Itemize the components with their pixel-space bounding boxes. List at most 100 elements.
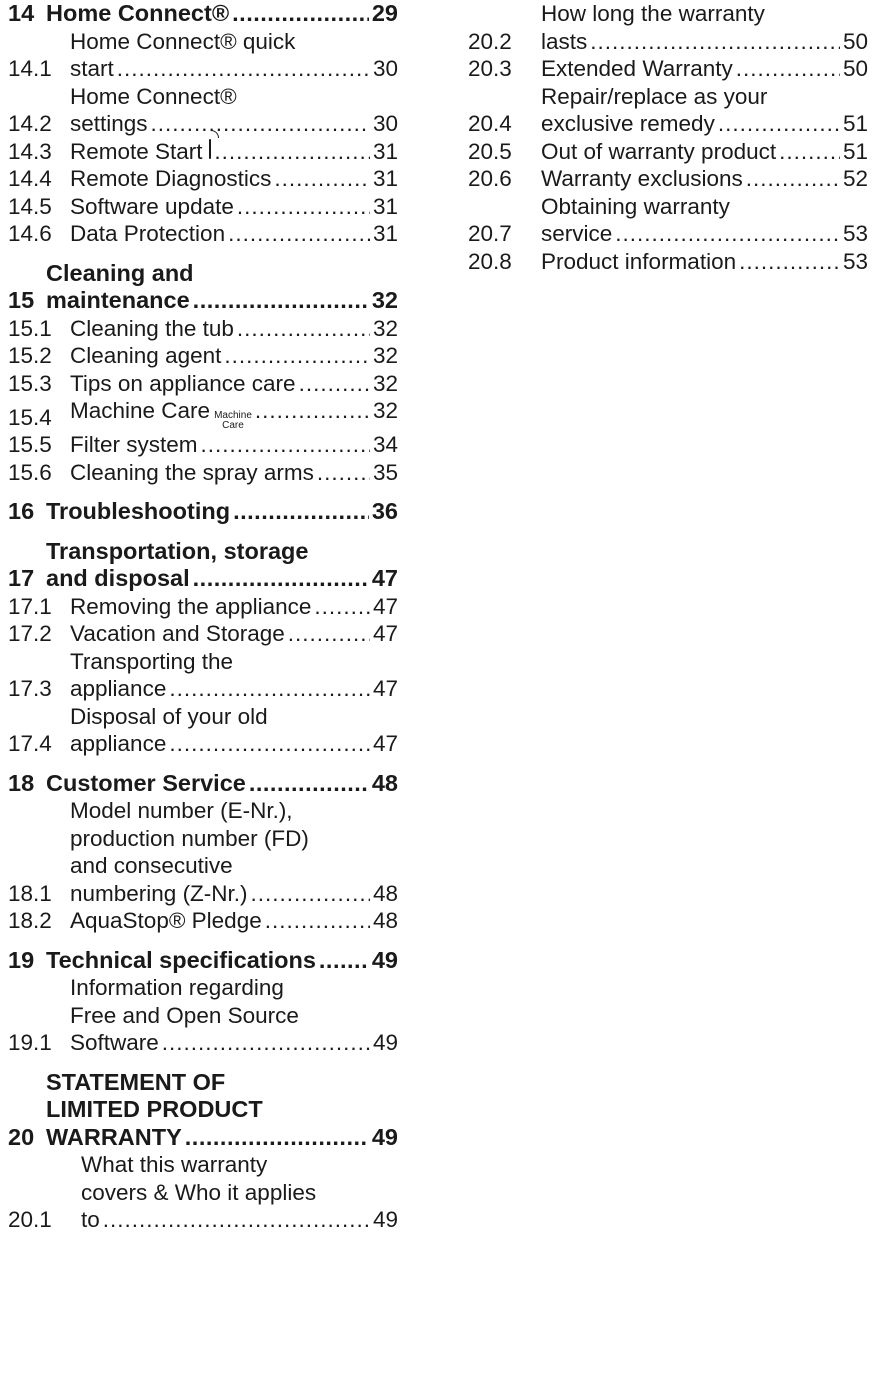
toc-entry-title: settings <box>70 111 148 136</box>
toc-entry-line: Out of warranty product 51 <box>541 138 868 166</box>
toc-subsection-entry[interactable]: 14.6 Data Protection 31 <box>8 220 398 248</box>
toc-subsection-entry[interactable]: 14.2 Home Connect®settings 30 <box>8 83 398 138</box>
toc-entry-title: production number (FD) <box>70 825 309 851</box>
toc-page-number: 49 <box>372 1030 398 1055</box>
toc-page-number: 31 <box>372 138 398 164</box>
toc-entry-title: and disposal <box>46 565 190 591</box>
remote-start-icon <box>208 129 219 159</box>
toc-entry-title: numbering (Z-Nr.) <box>70 880 248 906</box>
toc-subsection-entry[interactable]: 20.5 Out of warranty product 51 <box>468 138 868 166</box>
toc-entry-line: appliance 47 <box>70 730 398 758</box>
toc-subsection-entry[interactable]: 15.5 Filter system 34 <box>8 431 398 459</box>
toc-number: 14.4 <box>8 166 52 191</box>
toc-entry-line: Disposal of your old <box>70 703 398 731</box>
toc-entry-title: Cleaning and <box>46 259 194 286</box>
toc-entry-body: Model number (E-Nr.), production number (… <box>70 797 398 907</box>
dot-leader <box>169 675 370 703</box>
toc-entry-title: Information regarding <box>70 975 284 1000</box>
toc-entry-line: What this warranty <box>81 1151 398 1179</box>
toc-subsection-entry[interactable]: 15.1 Cleaning the tub 32 <box>8 315 398 343</box>
toc-entry-title: Transportation, storage <box>46 537 309 564</box>
toc-entry-body: Software update 31 <box>70 193 398 221</box>
toc-section-entry[interactable]: 19 Technical specifications 49 <box>8 947 398 975</box>
toc-number: 19 <box>8 946 35 973</box>
toc-subsection-entry[interactable]: 20.4 Repair/replace as your exclusive reme… <box>468 83 868 138</box>
dot-leader <box>314 593 370 621</box>
toc-subsection-entry[interactable]: 20.8 Product information 53 <box>468 248 868 276</box>
toc-subsection-entry[interactable]: 15.3 Tips on appliance care 32 <box>8 370 398 398</box>
toc-section-entry[interactable]: 14 Home Connect® 29 <box>8 0 398 28</box>
toc-entry-title: How long the warranty <box>541 1 765 26</box>
dot-leader <box>274 165 370 193</box>
toc-entry-title: Warranty exclusions <box>541 166 743 191</box>
dot-leader <box>779 138 840 166</box>
toc-subsection-entry[interactable]: 20.6 Warranty exclusions 52 <box>468 165 868 193</box>
toc-entry-body: Product information 53 <box>541 248 868 276</box>
toc-number: 20.6 <box>468 166 512 191</box>
toc-page-number: 35 <box>372 459 398 485</box>
toc-page-number: 36 <box>371 498 398 524</box>
toc-subsection-entry[interactable]: 14.5 Software update 31 <box>8 193 398 221</box>
toc-entry-line: Technical specifications 49 <box>46 947 398 975</box>
toc-number: 20.2 <box>468 28 512 54</box>
toc-entry-title: WARRANTY <box>46 1123 182 1150</box>
toc-entry-line: Warranty exclusions 52 <box>541 165 868 193</box>
toc-entry-title: Cleaning the tub <box>70 315 234 341</box>
toc-entry-line: Transportation, storage <box>46 538 398 566</box>
toc-section-entry[interactable]: 18 Customer Service 48 <box>8 770 398 798</box>
toc-entry-title: Remote Start <box>70 138 203 164</box>
toc-page-number: 47 <box>372 593 398 619</box>
dot-leader <box>736 55 840 83</box>
toc-page-number: 48 <box>371 769 398 796</box>
dot-leader <box>739 248 840 276</box>
toc-number: 17 <box>8 565 35 591</box>
toc-subsection-entry[interactable]: 20.3 Extended Warranty 50 <box>468 55 868 83</box>
toc-entry-line: AquaStop® Pledge 48 <box>70 907 398 935</box>
dot-leader <box>249 770 369 798</box>
toc-entry-title: Vacation and Storage <box>70 621 285 646</box>
machine-care-icon-text: Care <box>222 420 244 431</box>
toc-number: 15.4 <box>8 404 52 430</box>
toc-subsection-entry[interactable]: 14.3 Remote Start 31 <box>8 129 398 166</box>
toc-page-number: 32 <box>372 398 398 423</box>
toc-left-column: 14 Home Connect® 29 14.1 Home Connect® quick… <box>8 0 398 1234</box>
toc-subsection-entry[interactable]: 14.4 Remote Diagnostics 31 <box>8 165 398 193</box>
toc-page-number: 48 <box>372 880 398 906</box>
toc-entry-line: Cleaning the tub 32 <box>70 315 398 343</box>
toc-subsection-entry[interactable]: 20.1 What this warranty covers & Who it ap… <box>8 1151 398 1234</box>
dot-leader <box>214 138 370 166</box>
toc-entry-line: Cleaning agent 32 <box>70 342 398 370</box>
toc-number: 17.3 <box>8 676 52 701</box>
toc-subsection-entry[interactable]: 15.6 Cleaning the spray arms 35 <box>8 459 398 487</box>
toc-subsection-entry[interactable]: 18.1 Model number (E-Nr.), production numb… <box>8 797 398 907</box>
toc-number: 14 <box>8 0 35 26</box>
toc-number: 20 <box>8 1123 35 1150</box>
toc-subsection-entry[interactable]: 19.1 Information regarding Free and Open S… <box>8 974 398 1057</box>
toc-subsection-entry[interactable]: 18.2 AquaStop® Pledge 48 <box>8 907 398 935</box>
dot-leader <box>237 193 370 221</box>
toc-subsection-entry[interactable]: 17.1 Removing the appliance 47 <box>8 593 398 621</box>
toc-entry-line: Remote Start 31 <box>70 129 398 166</box>
toc-subsection-entry[interactable]: 17.2 Vacation and Storage 47 <box>8 620 398 648</box>
toc-entry-line: Free and Open Source <box>70 1002 398 1030</box>
toc-page-number: 32 <box>372 315 398 341</box>
toc-number: 15.6 <box>8 459 52 485</box>
toc-entry-line: appliance 47 <box>70 675 398 703</box>
toc-section-entry[interactable]: 16 Troubleshooting 36 <box>8 498 398 526</box>
toc-entry-body: Home Connect®settings 30 <box>70 83 398 138</box>
toc-subsection-entry[interactable]: 15.2 Cleaning agent 32 <box>8 342 398 370</box>
toc-entry-line: Software update 31 <box>70 193 398 221</box>
toc-page-number: 50 <box>842 28 868 54</box>
toc-page-number: 49 <box>371 1123 398 1150</box>
